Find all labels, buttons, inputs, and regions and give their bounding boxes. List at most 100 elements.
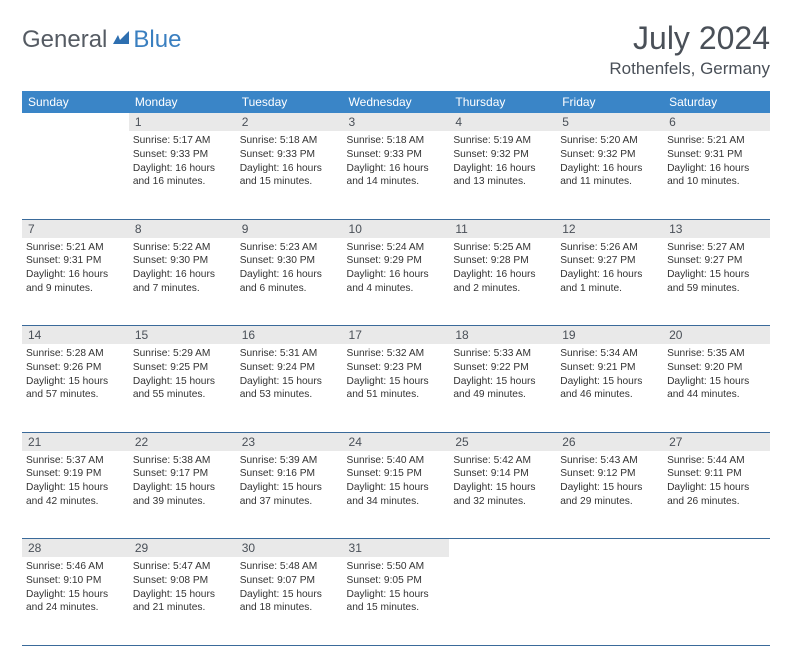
daynum-row: 14151617181920 (22, 326, 770, 345)
day-cell-content: Sunrise: 5:33 AMSunset: 9:22 PMDaylight:… (453, 347, 552, 402)
day-cell-content: Sunrise: 5:38 AMSunset: 9:17 PMDaylight:… (133, 454, 232, 509)
day-header: Sunday (22, 91, 129, 113)
day-cell: Sunrise: 5:29 AMSunset: 9:25 PMDaylight:… (129, 344, 236, 432)
day-number: 16 (236, 326, 343, 345)
day-number: 17 (343, 326, 450, 345)
day-cell: Sunrise: 5:37 AMSunset: 9:19 PMDaylight:… (22, 451, 129, 539)
day-cell-content: Sunrise: 5:19 AMSunset: 9:32 PMDaylight:… (453, 134, 552, 189)
day-cell-content: Sunrise: 5:22 AMSunset: 9:30 PMDaylight:… (133, 241, 232, 296)
day-number: 27 (663, 432, 770, 451)
day-number: 18 (449, 326, 556, 345)
day-number: 7 (22, 219, 129, 238)
day-cell: Sunrise: 5:19 AMSunset: 9:32 PMDaylight:… (449, 131, 556, 219)
day-number: 14 (22, 326, 129, 345)
daynum-row: 78910111213 (22, 219, 770, 238)
calendar-body: 123456 Sunrise: 5:17 AMSunset: 9:33 PMDay… (22, 113, 770, 645)
day-cell-content: Sunrise: 5:40 AMSunset: 9:15 PMDaylight:… (347, 454, 446, 509)
day-number (22, 113, 129, 131)
day-cell-content: Sunrise: 5:28 AMSunset: 9:26 PMDaylight:… (26, 347, 125, 402)
day-cell: Sunrise: 5:31 AMSunset: 9:24 PMDaylight:… (236, 344, 343, 432)
day-header: Tuesday (236, 91, 343, 113)
day-cell (449, 557, 556, 645)
day-cell: Sunrise: 5:34 AMSunset: 9:21 PMDaylight:… (556, 344, 663, 432)
day-cell: Sunrise: 5:40 AMSunset: 9:15 PMDaylight:… (343, 451, 450, 539)
daynum-row: 21222324252627 (22, 432, 770, 451)
day-number: 6 (663, 113, 770, 131)
day-number: 29 (129, 539, 236, 558)
day-cell: Sunrise: 5:25 AMSunset: 9:28 PMDaylight:… (449, 238, 556, 326)
day-number: 25 (449, 432, 556, 451)
day-cell (663, 557, 770, 645)
day-number: 26 (556, 432, 663, 451)
day-cell (22, 131, 129, 219)
daynum-row: 123456 (22, 113, 770, 131)
day-cell: Sunrise: 5:33 AMSunset: 9:22 PMDaylight:… (449, 344, 556, 432)
day-cell: Sunrise: 5:32 AMSunset: 9:23 PMDaylight:… (343, 344, 450, 432)
day-cell: Sunrise: 5:24 AMSunset: 9:29 PMDaylight:… (343, 238, 450, 326)
day-cell-content: Sunrise: 5:37 AMSunset: 9:19 PMDaylight:… (26, 454, 125, 509)
day-number: 2 (236, 113, 343, 131)
day-cell-content: Sunrise: 5:31 AMSunset: 9:24 PMDaylight:… (240, 347, 339, 402)
day-cell: Sunrise: 5:46 AMSunset: 9:10 PMDaylight:… (22, 557, 129, 645)
content-row: Sunrise: 5:28 AMSunset: 9:26 PMDaylight:… (22, 344, 770, 432)
day-cell: Sunrise: 5:23 AMSunset: 9:30 PMDaylight:… (236, 238, 343, 326)
day-number: 23 (236, 432, 343, 451)
content-row: Sunrise: 5:37 AMSunset: 9:19 PMDaylight:… (22, 451, 770, 539)
day-cell-content: Sunrise: 5:18 AMSunset: 9:33 PMDaylight:… (240, 134, 339, 189)
day-cell: Sunrise: 5:39 AMSunset: 9:16 PMDaylight:… (236, 451, 343, 539)
day-cell-content: Sunrise: 5:42 AMSunset: 9:14 PMDaylight:… (453, 454, 552, 509)
day-cell: Sunrise: 5:18 AMSunset: 9:33 PMDaylight:… (343, 131, 450, 219)
day-header: Saturday (663, 91, 770, 113)
day-cell: Sunrise: 5:17 AMSunset: 9:33 PMDaylight:… (129, 131, 236, 219)
day-header: Thursday (449, 91, 556, 113)
day-cell-content: Sunrise: 5:20 AMSunset: 9:32 PMDaylight:… (560, 134, 659, 189)
day-cell-content: Sunrise: 5:48 AMSunset: 9:07 PMDaylight:… (240, 560, 339, 615)
day-header: Monday (129, 91, 236, 113)
logo: General Blue (22, 26, 181, 54)
day-cell-content: Sunrise: 5:29 AMSunset: 9:25 PMDaylight:… (133, 347, 232, 402)
day-cell-content: Sunrise: 5:23 AMSunset: 9:30 PMDaylight:… (240, 241, 339, 296)
day-number: 3 (343, 113, 450, 131)
day-number: 21 (22, 432, 129, 451)
logo-text-blue: Blue (133, 26, 181, 53)
day-number: 9 (236, 219, 343, 238)
day-cell-content: Sunrise: 5:35 AMSunset: 9:20 PMDaylight:… (667, 347, 766, 402)
day-number: 1 (129, 113, 236, 131)
day-number: 20 (663, 326, 770, 345)
day-cell: Sunrise: 5:47 AMSunset: 9:08 PMDaylight:… (129, 557, 236, 645)
day-cell-content: Sunrise: 5:39 AMSunset: 9:16 PMDaylight:… (240, 454, 339, 509)
day-cell: Sunrise: 5:21 AMSunset: 9:31 PMDaylight:… (663, 131, 770, 219)
month-title: July 2024 (609, 20, 770, 57)
day-cell: Sunrise: 5:44 AMSunset: 9:11 PMDaylight:… (663, 451, 770, 539)
day-cell-content: Sunrise: 5:17 AMSunset: 9:33 PMDaylight:… (133, 134, 232, 189)
location: Rothenfels, Germany (609, 59, 770, 79)
day-cell-content: Sunrise: 5:25 AMSunset: 9:28 PMDaylight:… (453, 241, 552, 296)
day-cell-content: Sunrise: 5:27 AMSunset: 9:27 PMDaylight:… (667, 241, 766, 296)
day-cell: Sunrise: 5:38 AMSunset: 9:17 PMDaylight:… (129, 451, 236, 539)
day-number: 15 (129, 326, 236, 345)
day-cell-content: Sunrise: 5:21 AMSunset: 9:31 PMDaylight:… (26, 241, 125, 296)
day-cell-content: Sunrise: 5:44 AMSunset: 9:11 PMDaylight:… (667, 454, 766, 509)
content-row: Sunrise: 5:46 AMSunset: 9:10 PMDaylight:… (22, 557, 770, 645)
day-cell-content: Sunrise: 5:21 AMSunset: 9:31 PMDaylight:… (667, 134, 766, 189)
day-cell: Sunrise: 5:28 AMSunset: 9:26 PMDaylight:… (22, 344, 129, 432)
day-cell: Sunrise: 5:20 AMSunset: 9:32 PMDaylight:… (556, 131, 663, 219)
day-cell: Sunrise: 5:27 AMSunset: 9:27 PMDaylight:… (663, 238, 770, 326)
day-cell-content: Sunrise: 5:50 AMSunset: 9:05 PMDaylight:… (347, 560, 446, 615)
day-number: 24 (343, 432, 450, 451)
day-cell: Sunrise: 5:35 AMSunset: 9:20 PMDaylight:… (663, 344, 770, 432)
logo-chart-icon (111, 28, 131, 53)
header: General Blue July 2024 Rothenfels, Germa… (22, 20, 770, 79)
title-block: July 2024 Rothenfels, Germany (609, 20, 770, 79)
day-number: 11 (449, 219, 556, 238)
day-cell: Sunrise: 5:26 AMSunset: 9:27 PMDaylight:… (556, 238, 663, 326)
day-number: 12 (556, 219, 663, 238)
day-cell (556, 557, 663, 645)
day-cell-content: Sunrise: 5:18 AMSunset: 9:33 PMDaylight:… (347, 134, 446, 189)
day-cell-content: Sunrise: 5:32 AMSunset: 9:23 PMDaylight:… (347, 347, 446, 402)
day-cell: Sunrise: 5:21 AMSunset: 9:31 PMDaylight:… (22, 238, 129, 326)
day-header: Friday (556, 91, 663, 113)
day-cell-content: Sunrise: 5:46 AMSunset: 9:10 PMDaylight:… (26, 560, 125, 615)
day-number: 30 (236, 539, 343, 558)
day-cell-content: Sunrise: 5:47 AMSunset: 9:08 PMDaylight:… (133, 560, 232, 615)
